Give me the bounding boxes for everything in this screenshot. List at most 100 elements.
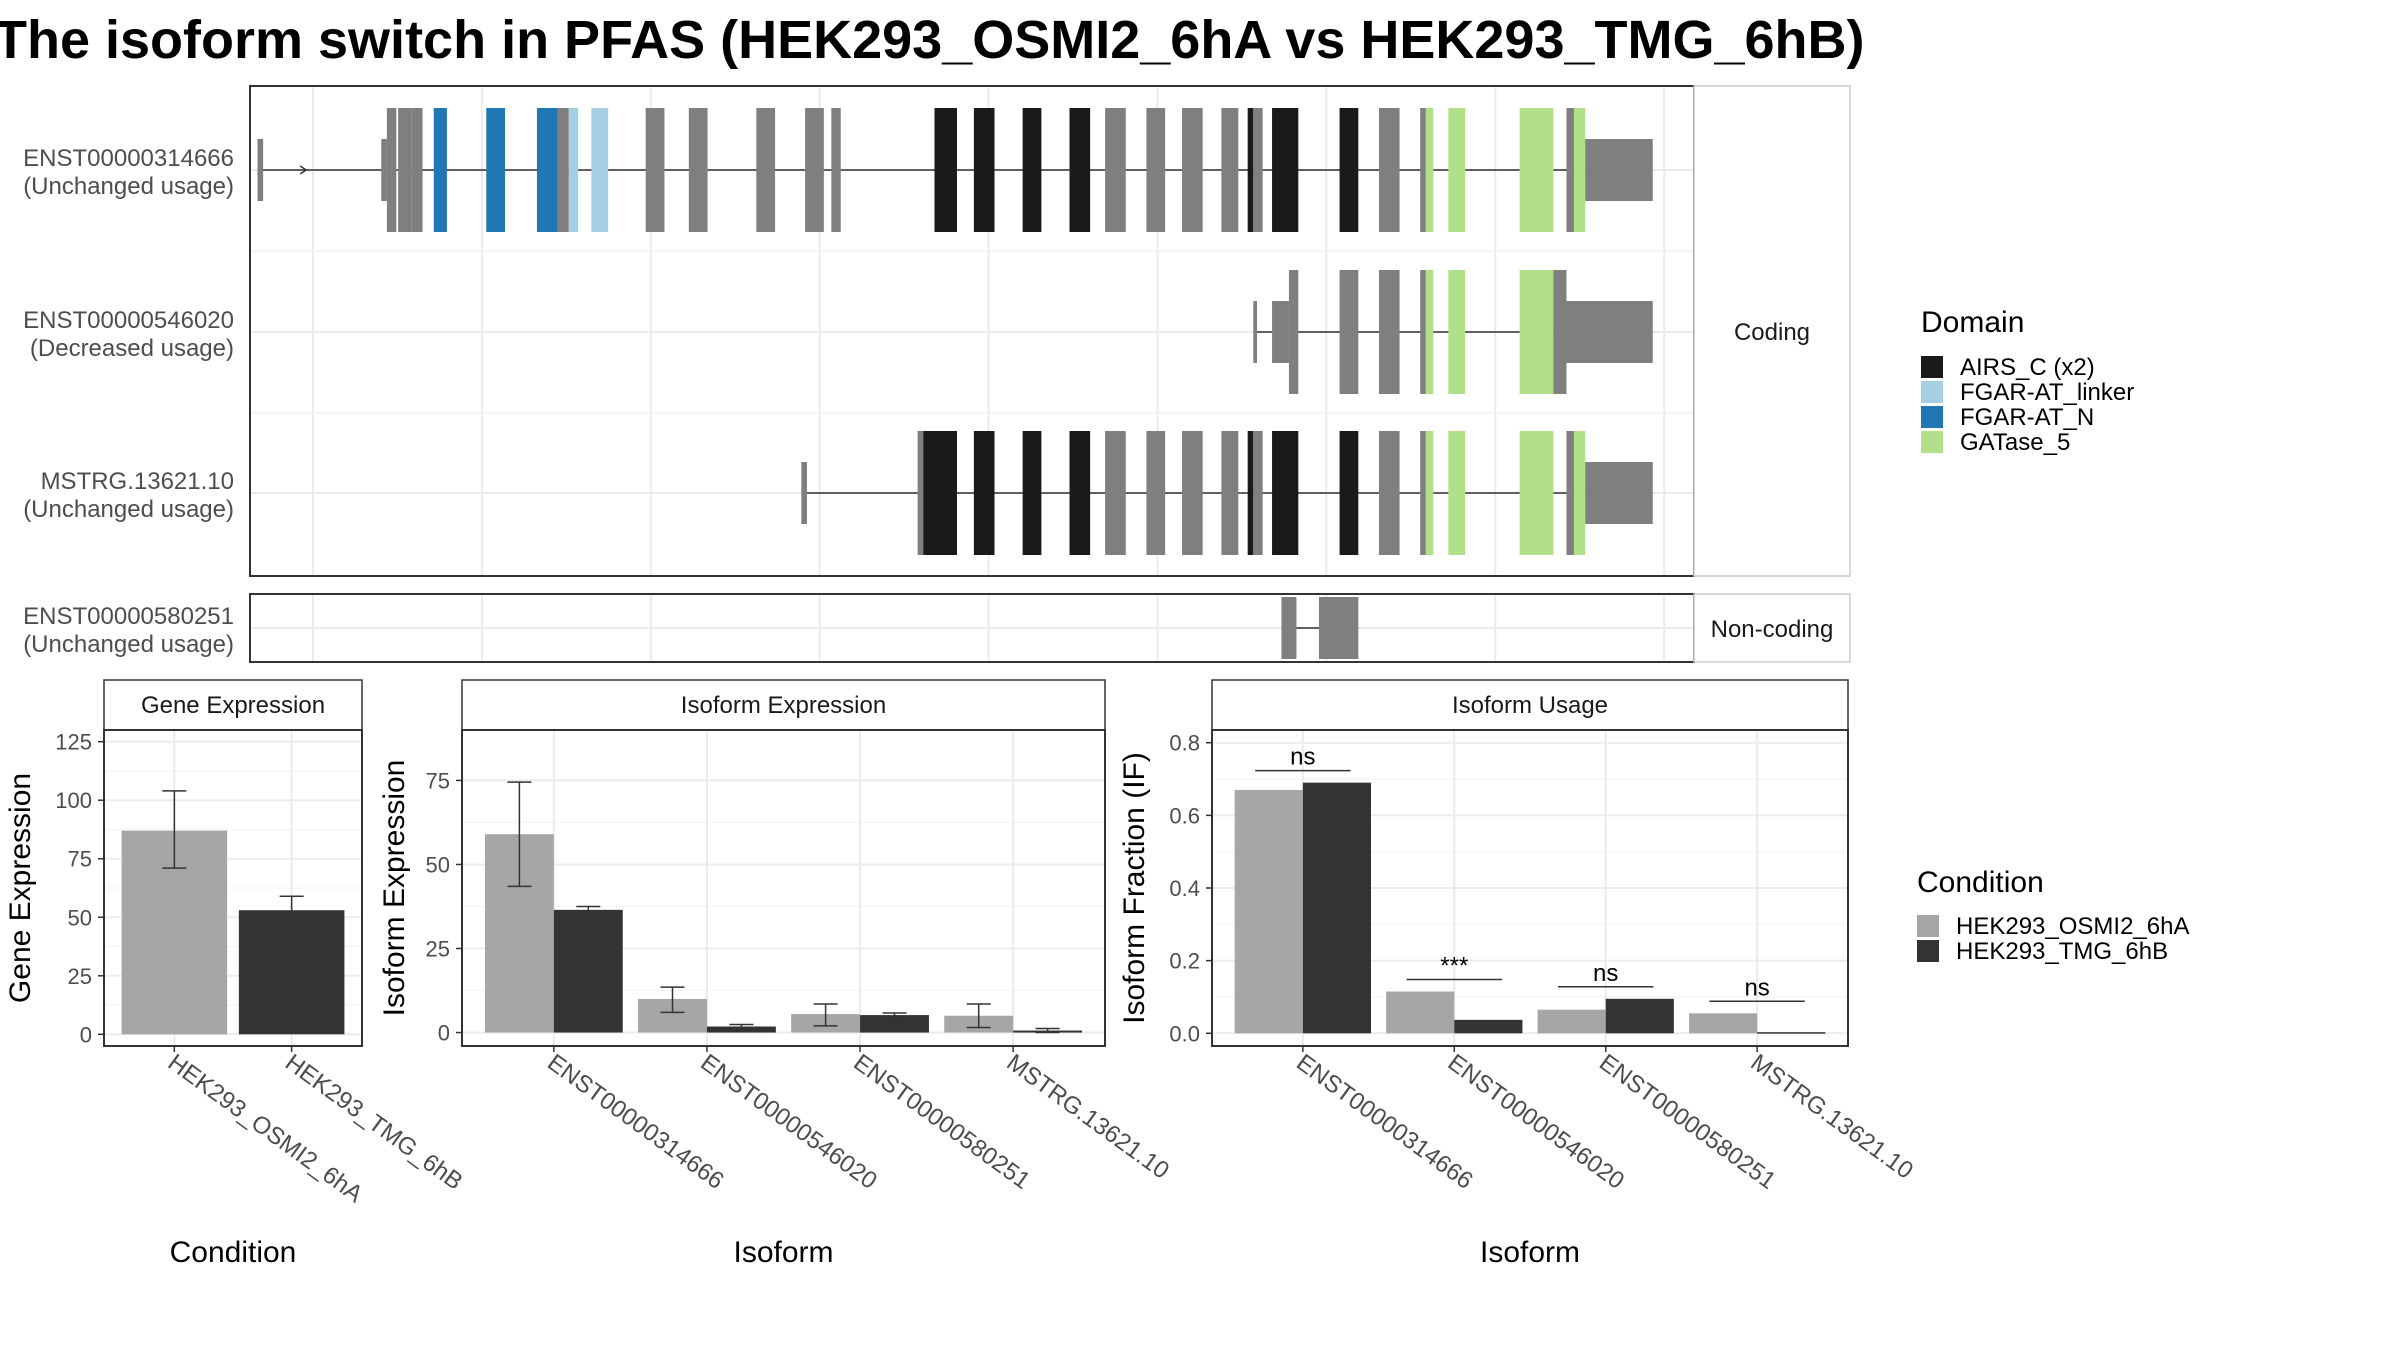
domain-legend-key xyxy=(1921,431,1943,453)
transcript-usage-label: (Unchanged usage) xyxy=(23,631,234,658)
y-tick-label: 50 xyxy=(426,852,450,877)
exon xyxy=(1420,431,1426,555)
y-tick-label: 25 xyxy=(426,937,450,962)
domain-exon xyxy=(1272,431,1299,555)
bar-HEK293_TMG_6hB xyxy=(1302,782,1371,1034)
domain-exon xyxy=(973,431,995,555)
title-layer: The isoform switch in PFAS (HEK293_OSMI2… xyxy=(0,10,1865,70)
bar-HEK293_OSMI2_6hA xyxy=(1234,789,1303,1034)
transcript-id-label: ENST00000314666 xyxy=(23,145,234,172)
exon xyxy=(1221,108,1239,232)
legends: Domain AIRS_C (x2)FGAR-AT_linkerFGAR-AT_N… xyxy=(1917,306,2189,965)
exon xyxy=(645,108,665,232)
exon xyxy=(1318,597,1359,659)
bar-HEK293_TMG_6hB xyxy=(1605,998,1674,1034)
bar-HEK293_OSMI2_6hA xyxy=(1689,1013,1758,1034)
domain-exon xyxy=(1339,108,1359,232)
y-tick-label: 0 xyxy=(80,1022,92,1047)
domain-legend-label: FGAR-AT_linker xyxy=(1960,379,2134,406)
exon xyxy=(1378,108,1400,232)
domain-exon xyxy=(568,108,579,232)
domain-exon xyxy=(1519,108,1554,232)
domain-exon xyxy=(1448,108,1466,232)
plot-frame xyxy=(461,729,1106,1047)
strip-box xyxy=(103,679,363,731)
exon xyxy=(1378,431,1400,555)
strip-label: Gene Expression xyxy=(141,692,325,719)
exon xyxy=(381,139,387,201)
exon xyxy=(756,108,776,232)
domain-exon xyxy=(1022,108,1042,232)
exon xyxy=(1182,431,1203,555)
bar-HEK293_OSMI2_6hA xyxy=(1537,1009,1606,1034)
bar-HEK293_TMG_6hB xyxy=(238,910,345,1035)
x-tick-label: MSTRG.13621.10 xyxy=(1746,1049,1918,1185)
domain-exon xyxy=(1425,270,1434,394)
exon xyxy=(1146,431,1166,555)
domain-exon xyxy=(536,108,558,232)
exon xyxy=(1105,108,1126,232)
domain-exon xyxy=(1519,270,1554,394)
y-axis-title: Gene Expression xyxy=(4,773,37,1003)
exon xyxy=(1105,431,1126,555)
exon xyxy=(801,462,807,524)
strip-box xyxy=(1211,679,1849,731)
y-tick-label: 0.2 xyxy=(1169,949,1200,974)
exon xyxy=(1288,270,1299,394)
x-axis-title: Isoform xyxy=(1480,1236,1580,1269)
exon xyxy=(688,108,708,232)
exon xyxy=(805,108,824,232)
exon xyxy=(1339,270,1359,394)
exon xyxy=(1253,108,1263,232)
exon xyxy=(1566,301,1653,363)
domain-exon xyxy=(1069,108,1091,232)
y-tick-label: 50 xyxy=(68,905,92,930)
domain-legend-key xyxy=(1921,406,1943,428)
exon xyxy=(1566,108,1574,232)
strip-label: Isoform Expression xyxy=(681,692,886,719)
transcript-usage-label: (Decreased usage) xyxy=(30,335,234,362)
exon xyxy=(1585,139,1653,201)
exon xyxy=(557,108,569,232)
condition-legend-key xyxy=(1917,940,1939,962)
gene-structure-panel: CodingNon-codingENST00000314666(Unchange… xyxy=(23,85,1851,663)
domain-exon xyxy=(923,431,935,555)
condition-legend-title: Condition xyxy=(1917,866,2044,899)
exon xyxy=(831,108,841,232)
significance-label: ns xyxy=(1593,960,1618,987)
domain-exon xyxy=(1448,270,1466,394)
domain-exon xyxy=(486,108,506,232)
y-tick-label: 25 xyxy=(68,964,92,989)
transcript-ENST00000314666: ENST00000314666(Unchanged usage) xyxy=(23,108,1653,232)
domain-exon xyxy=(1069,431,1091,555)
y-tick-label: 0 xyxy=(438,1021,450,1046)
domain-exon xyxy=(1247,431,1254,555)
x-tick-label: HEK293_OSMI2_6hA xyxy=(163,1049,368,1208)
exon xyxy=(1420,270,1426,394)
exon xyxy=(1272,301,1289,363)
facet-label-noncoding: Non-coding xyxy=(1711,616,1834,643)
bar-HEK293_TMG_6hB xyxy=(860,1015,929,1033)
x-tick-label: MSTRG.13621.10 xyxy=(1002,1049,1174,1185)
y-tick-label: 75 xyxy=(68,847,92,872)
domain-exon xyxy=(1573,431,1586,555)
domain-legend-label: AIRS_C (x2) xyxy=(1960,354,2095,381)
domain-legend-key xyxy=(1921,356,1943,378)
facet-strip-noncoding xyxy=(1693,593,1851,663)
domain-exon xyxy=(1519,431,1554,555)
domain-exon xyxy=(934,108,957,232)
x-axis-title: Isoform xyxy=(733,1236,833,1269)
domain-exon xyxy=(1448,431,1466,555)
y-tick-label: 0.8 xyxy=(1169,731,1200,756)
condition-legend-label: HEK293_TMG_6hB xyxy=(1956,938,2168,965)
domain-exon xyxy=(973,108,995,232)
isoform-expression-panel: Isoform Expression0255075ENST00000314666… xyxy=(378,679,1174,1269)
domain-exon xyxy=(1247,108,1254,232)
transcript-usage-label: (Unchanged usage) xyxy=(23,496,234,523)
transcript-ENST00000580251: ENST00000580251(Unchanged usage) xyxy=(23,597,1359,659)
bar-HEK293_TMG_6hB xyxy=(553,909,623,1033)
exon xyxy=(411,108,423,232)
bar-HEK293_OSMI2_6hA xyxy=(1386,991,1455,1034)
y-tick-label: 0.4 xyxy=(1169,876,1200,901)
domain-exon xyxy=(591,108,609,232)
